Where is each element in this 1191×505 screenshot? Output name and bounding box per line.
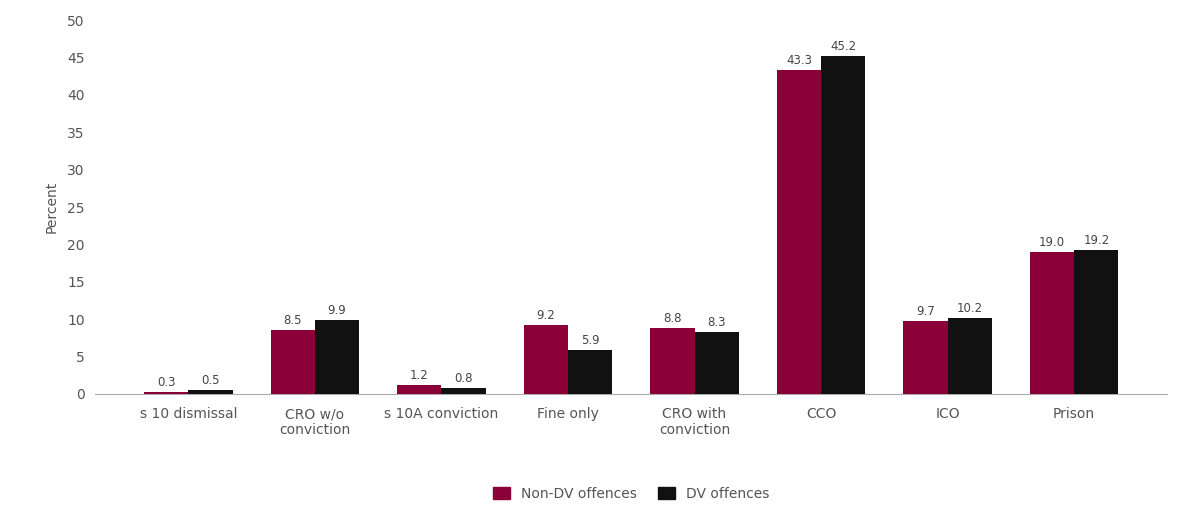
Text: 45.2: 45.2	[830, 40, 856, 53]
Bar	[397, 385, 442, 394]
Bar	[821, 56, 866, 394]
Bar	[1030, 252, 1074, 394]
Text: 19.0: 19.0	[1039, 236, 1065, 249]
Text: 1.2: 1.2	[410, 369, 429, 382]
Text: 19.2: 19.2	[1083, 234, 1110, 247]
Legend: Non-DV offences, DV offences: Non-DV offences, DV offences	[488, 481, 774, 505]
Text: 0.5: 0.5	[201, 374, 219, 387]
Text: 8.3: 8.3	[707, 316, 725, 329]
Text: 9.9: 9.9	[328, 304, 347, 317]
Bar	[442, 388, 486, 394]
Bar	[270, 330, 314, 394]
Bar	[903, 321, 948, 394]
Text: 5.9: 5.9	[581, 334, 599, 347]
Text: 9.2: 9.2	[536, 309, 555, 322]
Text: 8.5: 8.5	[283, 315, 303, 327]
Bar	[144, 392, 188, 394]
Bar	[777, 70, 821, 394]
Bar	[524, 325, 568, 394]
Y-axis label: Percent: Percent	[45, 181, 58, 233]
Text: 8.8: 8.8	[663, 312, 681, 325]
Text: 43.3: 43.3	[786, 54, 812, 67]
Text: 10.2: 10.2	[956, 301, 983, 315]
Bar	[188, 390, 232, 394]
Bar	[650, 328, 694, 394]
Bar	[314, 320, 360, 394]
Bar	[948, 318, 992, 394]
Bar	[568, 350, 612, 394]
Bar	[694, 332, 738, 394]
Bar	[1074, 250, 1118, 394]
Text: 0.3: 0.3	[157, 376, 175, 389]
Text: 0.8: 0.8	[454, 372, 473, 385]
Text: 9.7: 9.7	[916, 306, 935, 319]
